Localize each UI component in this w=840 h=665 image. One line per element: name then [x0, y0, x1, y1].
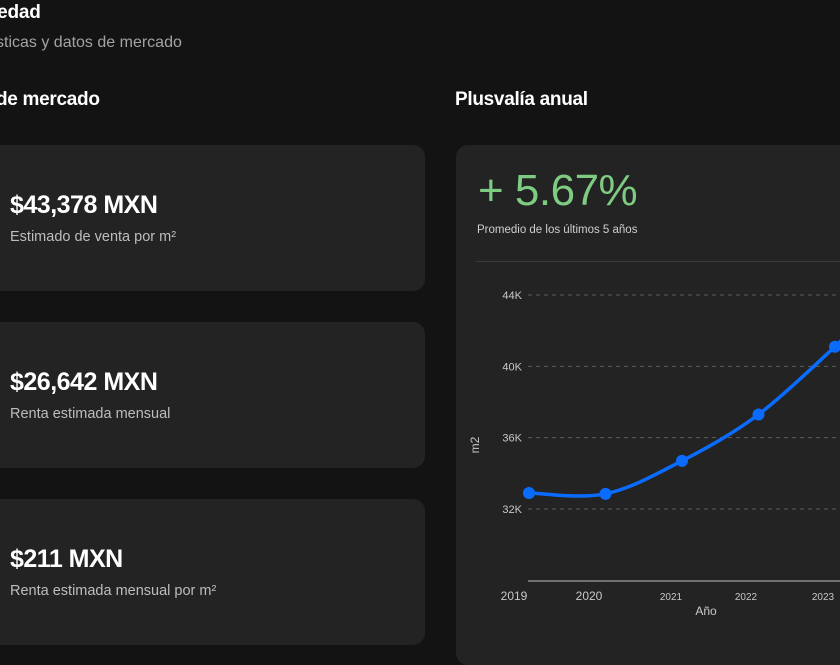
y-tick-label: 36K — [502, 433, 522, 445]
plusvalia-line-chart: 32K 36K 40K 44K 2019 2020 2021 2022 2023 Año m2 — [468, 290, 840, 618]
plusvalia-note: Promedio de los últimos 5 años — [477, 224, 638, 236]
x-tick-label: 2020 — [576, 589, 603, 603]
series-line — [527, 339, 840, 498]
x-tick-label: 2022 — [735, 592, 758, 603]
rent-per-m2-card: $211 MXN Renta estimada mensual por m² — [0, 499, 425, 645]
x-axis-title: Año — [695, 604, 717, 618]
monthly-rent-card: $26,642 MXN Renta estimada mensual — [0, 322, 425, 468]
y-tick-label: 32K — [502, 504, 522, 516]
x-tick-label: 2019 — [501, 589, 528, 603]
data-point — [829, 340, 840, 353]
data-point — [599, 487, 612, 500]
market-section-title: de mercado — [0, 89, 100, 110]
data-point — [523, 486, 535, 499]
data-point — [676, 454, 688, 467]
page-title: iedad — [0, 2, 41, 23]
rent-per-m2-value: $211 MXN — [10, 545, 123, 573]
x-tick-label: 2021 — [660, 592, 683, 603]
y-tick-label: 40K — [502, 361, 522, 373]
plusvalia-percentage: + 5.67% — [478, 166, 638, 215]
y-axis-title: m2 — [468, 436, 482, 453]
sale-price-card: $43,378 MXN Estimado de venta por m² — [0, 145, 425, 291]
data-point — [752, 408, 765, 421]
plusvalia-card — [456, 145, 840, 665]
y-tick-label: 44K — [502, 290, 522, 302]
monthly-rent-value: $26,642 MXN — [10, 368, 158, 396]
sale-price-label: Estimado de venta por m² — [10, 229, 177, 245]
rent-per-m2-label: Renta estimada mensual por m² — [10, 583, 217, 599]
x-tick-label: 2023 — [812, 592, 835, 603]
page-subtitle: sticas y datos de mercado — [0, 34, 182, 51]
sale-price-value: $43,378 MXN — [10, 191, 158, 219]
plusvalia-section-title: Plusvalía anual — [455, 89, 588, 110]
card-divider — [476, 261, 840, 262]
monthly-rent-label: Renta estimada mensual — [10, 406, 171, 422]
